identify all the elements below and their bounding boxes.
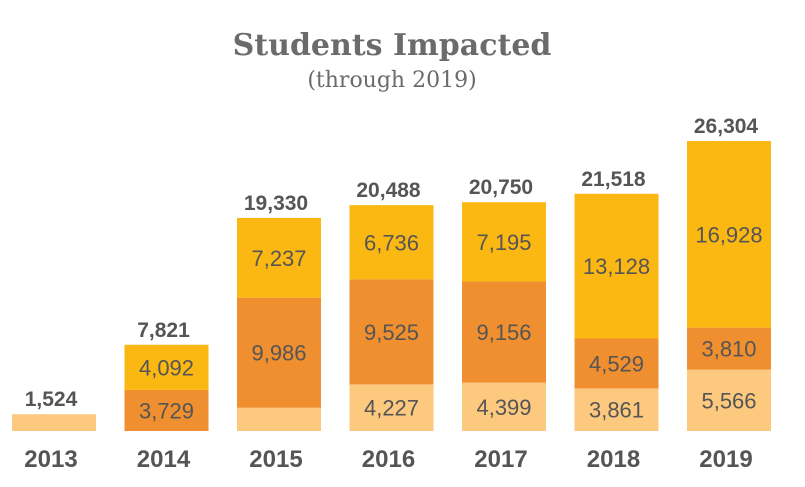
bar-segment-2018-0 <box>574 388 659 431</box>
bar-segment-2016-2 <box>349 205 434 280</box>
total-label-2019: 26,304 <box>694 115 759 138</box>
total-label-2013: 1,524 <box>25 388 78 411</box>
segment-label-2016-2: 6,736 <box>364 230 419 255</box>
bar-segment-2014-1 <box>124 389 209 431</box>
segment-label-2015-1: 9,986 <box>251 341 306 366</box>
segment-label-2016-0: 4,227 <box>364 396 419 421</box>
segment-label-2017-1: 9,156 <box>476 320 531 345</box>
chart-title: Students Impacted <box>233 28 552 63</box>
segment-label-2019-2: 16,928 <box>695 222 762 247</box>
bar-segment-2017-2 <box>462 202 546 282</box>
total-label-2014: 7,821 <box>137 319 190 342</box>
total-label-2018: 21,518 <box>581 168 646 191</box>
bar-segment-2015-2 <box>237 217 321 298</box>
bar-segment-2015-1 <box>237 297 321 408</box>
segment-label-2015-2: 7,237 <box>251 246 306 271</box>
segment-label-2014-1: 3,729 <box>139 398 194 423</box>
bar-segment-2016-0 <box>349 384 434 431</box>
segment-label-2019-0: 5,566 <box>701 388 756 413</box>
bar-segment-2019-1 <box>687 327 771 370</box>
bar-segment-2017-0 <box>462 382 546 431</box>
x-label-2013: 2013 <box>24 446 77 473</box>
chart-subtitle: (through 2019) <box>307 68 476 93</box>
segment-labels-group: 3,729 4,092 9,986 7,237 4,227 9,525 6,736 4,399… <box>139 222 763 423</box>
total-label-2017: 20,750 <box>469 176 533 199</box>
bar-segment-2015-0 <box>237 407 321 431</box>
x-label-2015: 2015 <box>249 446 302 473</box>
bar-segment-2013-0 <box>12 414 96 431</box>
bar-segment-2016-1 <box>349 279 434 385</box>
segment-label-2017-0: 4,399 <box>476 395 531 420</box>
x-axis-labels-group: 2013 2014 2015 2016 2017 2018 2019 <box>24 446 752 473</box>
bar-segment-2019-0 <box>687 369 771 431</box>
total-label-2016: 20,488 <box>356 179 421 202</box>
segment-label-2018-1: 4,529 <box>589 351 644 376</box>
segment-label-2019-1: 3,810 <box>701 337 756 362</box>
bar-segment-2017-1 <box>462 281 546 383</box>
x-label-2017: 2017 <box>474 446 527 473</box>
total-labels-group: 1,524 7,821 19,330 20,488 20,750 21,518 26,304 <box>25 115 759 411</box>
total-label-2015: 19,330 <box>244 192 308 215</box>
bar-segment-2018-2 <box>574 193 659 339</box>
segment-label-2016-1: 9,525 <box>364 320 419 345</box>
x-label-2014: 2014 <box>137 446 191 473</box>
bar-segment-2018-1 <box>574 338 659 389</box>
bar-segment-2014-2 <box>124 344 209 390</box>
bars-group <box>12 141 771 431</box>
bar-segment-2019-2 <box>687 141 771 328</box>
x-label-2019: 2019 <box>699 446 752 473</box>
segment-label-2018-0: 3,861 <box>589 398 644 423</box>
x-label-2018: 2018 <box>587 446 640 473</box>
segment-label-2018-2: 13,128 <box>583 254 650 279</box>
x-label-2016: 2016 <box>362 446 415 473</box>
segment-label-2017-2: 7,195 <box>476 230 531 255</box>
segment-label-2014-2: 4,092 <box>139 355 194 380</box>
